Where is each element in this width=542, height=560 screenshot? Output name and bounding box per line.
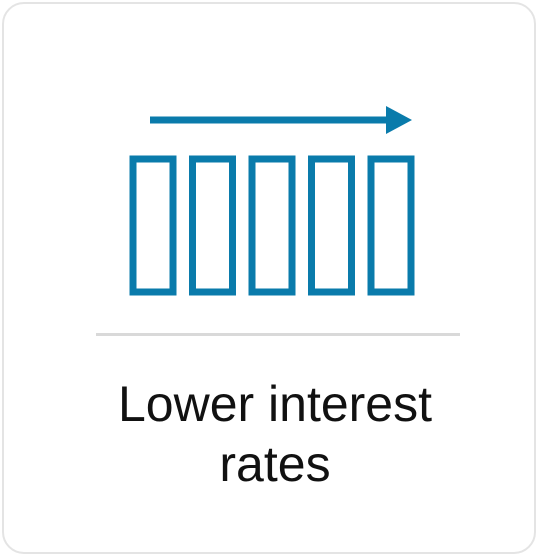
bar-outline — [308, 155, 355, 296]
divider — [96, 333, 460, 336]
bar-outline — [367, 155, 415, 296]
caption: Lower interest rates — [4, 374, 542, 494]
info-card: Lower interest rates — [2, 2, 536, 554]
bar-outline — [129, 155, 177, 296]
bar-outline — [248, 155, 296, 296]
bar-outline — [189, 155, 236, 296]
caption-line-2: rates — [219, 436, 331, 492]
arrow-right-icon — [150, 106, 412, 134]
bar-group — [129, 155, 415, 296]
lower-interest-rates-icon — [129, 106, 415, 296]
caption-line-1: Lower interest — [117, 376, 433, 432]
